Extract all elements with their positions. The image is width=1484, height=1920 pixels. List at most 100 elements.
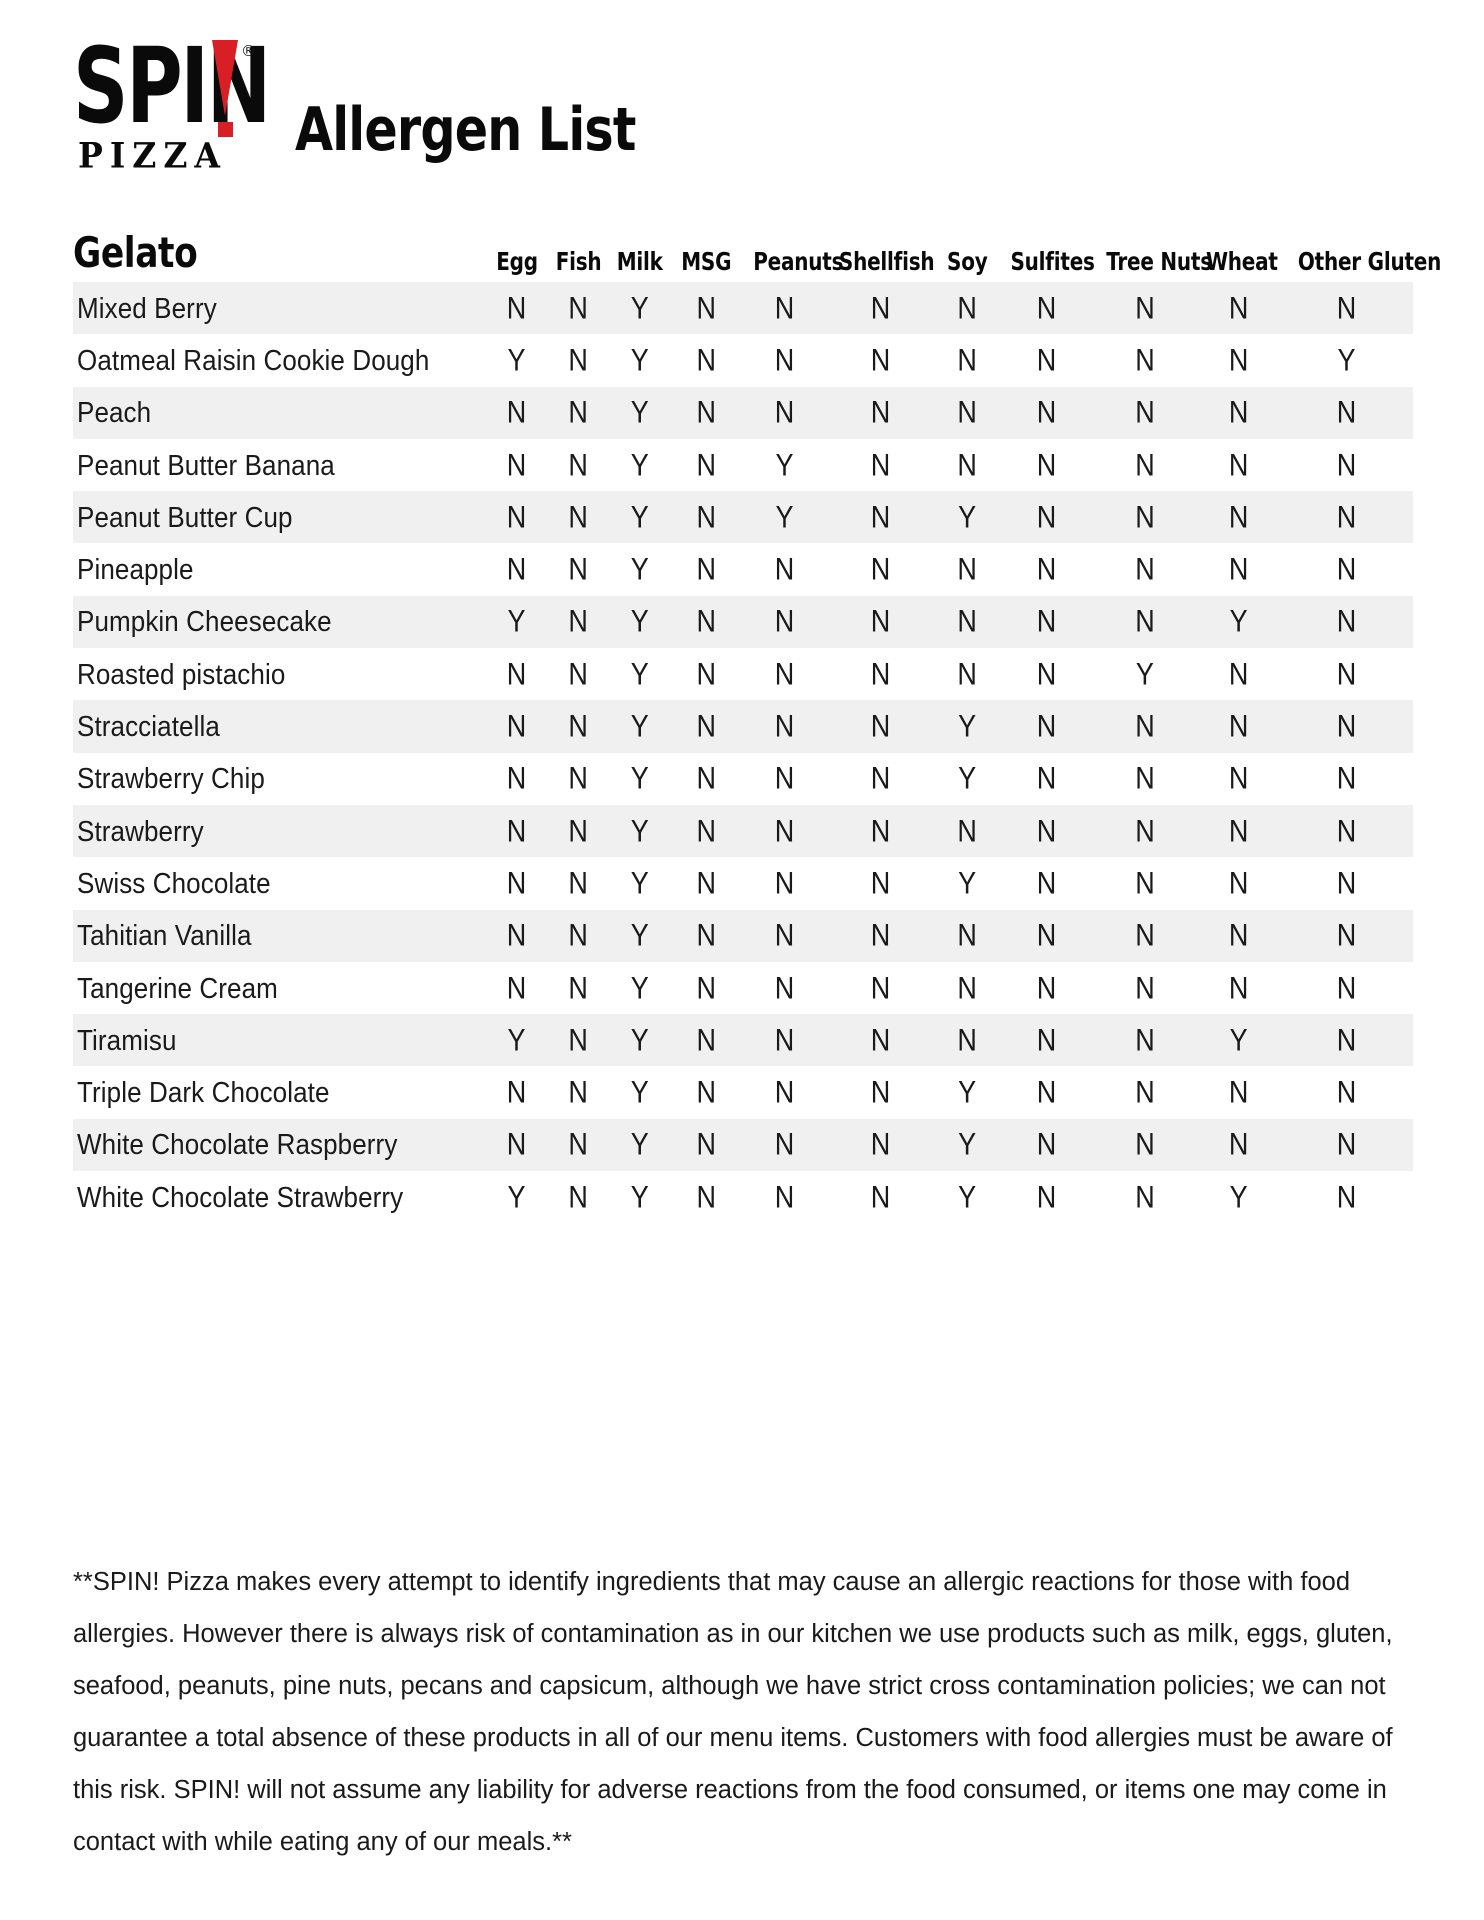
allergen-flag-value: N — [1135, 1074, 1155, 1110]
column-header-egg: Egg — [495, 247, 538, 276]
allergen-flag-value: N — [870, 917, 891, 953]
allergen-flag-value: N — [506, 656, 527, 691]
allergen-flag-cell: N — [547, 962, 609, 1014]
allergen-flag-value: N — [1228, 760, 1249, 796]
allergen-flag-cell: N — [1000, 1066, 1092, 1118]
item-name-cell: Strawberry — [73, 805, 486, 857]
allergen-flag-value: N — [696, 290, 716, 325]
allergen-flag-cell: N — [1197, 543, 1280, 595]
allergen-flag-cell: Y — [934, 700, 1000, 752]
table-header-row: Gelato Egg Fish Milk MSG Peanuts Shellfi… — [73, 228, 1441, 282]
allergen-flag-cell: Y — [934, 1119, 1000, 1171]
allergen-flag-cell: N — [1197, 962, 1280, 1014]
allergen-flag-value: N — [1135, 917, 1155, 953]
allergen-flag-value: N — [870, 604, 891, 639]
allergen-flag-value: N — [568, 1127, 588, 1162]
allergen-flag-value: N — [774, 290, 795, 325]
page-title: Allergen List — [295, 95, 636, 165]
allergen-flag-cell: N — [547, 648, 609, 700]
allergen-flag-value: N — [1336, 551, 1357, 587]
item-name-label: Stracciatella — [77, 709, 220, 743]
allergen-flag-value: N — [870, 499, 891, 535]
table-row: Strawberry Chip N N Y N N N Y N N N N — [73, 753, 1413, 805]
allergen-flag-value: Y — [1337, 342, 1356, 378]
allergen-flag-value: N — [1228, 708, 1249, 744]
allergen-flag-value: N — [774, 708, 795, 744]
allergen-flag-cell: Y — [609, 857, 671, 909]
allergen-flag-cell: N — [1280, 962, 1413, 1014]
allergen-flag-cell: N — [1000, 334, 1092, 386]
allergen-flag-value: N — [568, 813, 588, 848]
table-row: Tiramisu Y N Y N N N N N N Y N — [73, 1014, 1413, 1067]
allergen-flag-cell: N — [934, 596, 1000, 648]
allergen-flag-cell: N — [486, 857, 548, 909]
allergen-flag-cell: Y — [934, 753, 1000, 805]
allergen-flag-value: N — [870, 394, 891, 430]
allergen-flag-cell: N — [1000, 962, 1092, 1014]
allergen-flag-value: N — [696, 499, 716, 535]
allergen-flag-value: Y — [958, 499, 977, 535]
allergen-flag-value: N — [506, 447, 527, 482]
allergen-flag-value: N — [1135, 708, 1155, 744]
allergen-flag-value: Y — [630, 1127, 649, 1162]
allergen-flag-cell: N — [671, 439, 742, 491]
allergen-flag-value: N — [1036, 342, 1057, 378]
allergen-flag-cell: Y — [609, 1171, 671, 1223]
allergen-flag-cell: N — [486, 805, 548, 857]
allergen-flag-value: N — [568, 760, 588, 796]
allergen-flag-cell: N — [547, 910, 609, 962]
allergen-flag-value: N — [957, 917, 977, 953]
logo-wordmark: SPIN — [73, 25, 271, 147]
allergen-flag-value: N — [1135, 499, 1155, 535]
item-name-label: Tiramisu — [77, 1022, 177, 1057]
allergen-flag-cell: N — [742, 1014, 827, 1066]
allergen-flag-value: Y — [630, 917, 649, 953]
allergen-flag-cell: N — [1197, 753, 1280, 805]
allergen-flag-value: Y — [1229, 1179, 1248, 1214]
item-name-cell: Strawberry Chip — [73, 753, 486, 805]
allergen-flag-cell: N — [827, 648, 934, 700]
allergen-flag-cell: N — [1197, 648, 1280, 700]
allergen-flag-value: N — [1135, 970, 1155, 1005]
table-row: Triple Dark Chocolate N N Y N N N Y N N N N — [73, 1066, 1413, 1118]
allergen-flag-cell: N — [827, 805, 934, 857]
allergen-flag-value: N — [506, 865, 527, 901]
allergen-flag-value: N — [696, 917, 716, 953]
allergen-flag-value: N — [774, 760, 795, 796]
allergen-flag-value: Y — [630, 760, 649, 796]
allergen-flag-value: N — [774, 1179, 795, 1214]
allergen-flag-value: N — [1336, 1022, 1357, 1057]
allergen-flag-cell: N — [1000, 387, 1092, 439]
allergen-flag-cell: N — [742, 543, 827, 595]
allergen-flag-cell: N — [671, 282, 742, 334]
allergen-flag-value: Y — [1229, 604, 1248, 639]
item-name-cell: Roasted pistachio — [73, 648, 486, 700]
item-name-label: Tangerine Cream — [77, 970, 278, 1005]
allergen-flag-cell: N — [827, 857, 934, 909]
allergen-flag-value: N — [568, 290, 588, 325]
allergen-flag-cell: N — [1000, 596, 1092, 648]
allergen-flag-value: N — [506, 1074, 527, 1110]
allergen-flag-value: N — [568, 1022, 588, 1057]
allergen-flag-value: N — [1135, 394, 1155, 430]
allergen-flag-cell: N — [671, 491, 742, 543]
table-row: Peanut Butter Banana N N Y N Y N N N N N N — [73, 439, 1413, 491]
allergen-flag-value: N — [568, 708, 588, 744]
allergen-flag-cell: Y — [934, 491, 1000, 543]
allergen-flag-cell: N — [1197, 491, 1280, 543]
allergen-flag-cell: N — [486, 387, 548, 439]
allergen-flag-value: N — [1228, 813, 1249, 848]
allergen-flag-cell: N — [1093, 387, 1197, 439]
allergen-flag-cell: Y — [609, 282, 671, 334]
allergen-flag-value: N — [1336, 708, 1357, 744]
allergen-flag-cell: N — [1197, 439, 1280, 491]
allergen-flag-value: N — [696, 970, 716, 1005]
allergen-flag-cell: N — [827, 962, 934, 1014]
item-name-label: Peanut Butter Cup — [77, 499, 293, 534]
allergen-flag-value: N — [1036, 394, 1057, 430]
allergen-flag-value: N — [774, 656, 795, 691]
allergen-flag-value: N — [870, 1127, 891, 1162]
allergen-flag-value: N — [568, 917, 588, 953]
allergen-flag-cell: Y — [486, 596, 548, 648]
section-title: Gelato — [73, 228, 198, 277]
